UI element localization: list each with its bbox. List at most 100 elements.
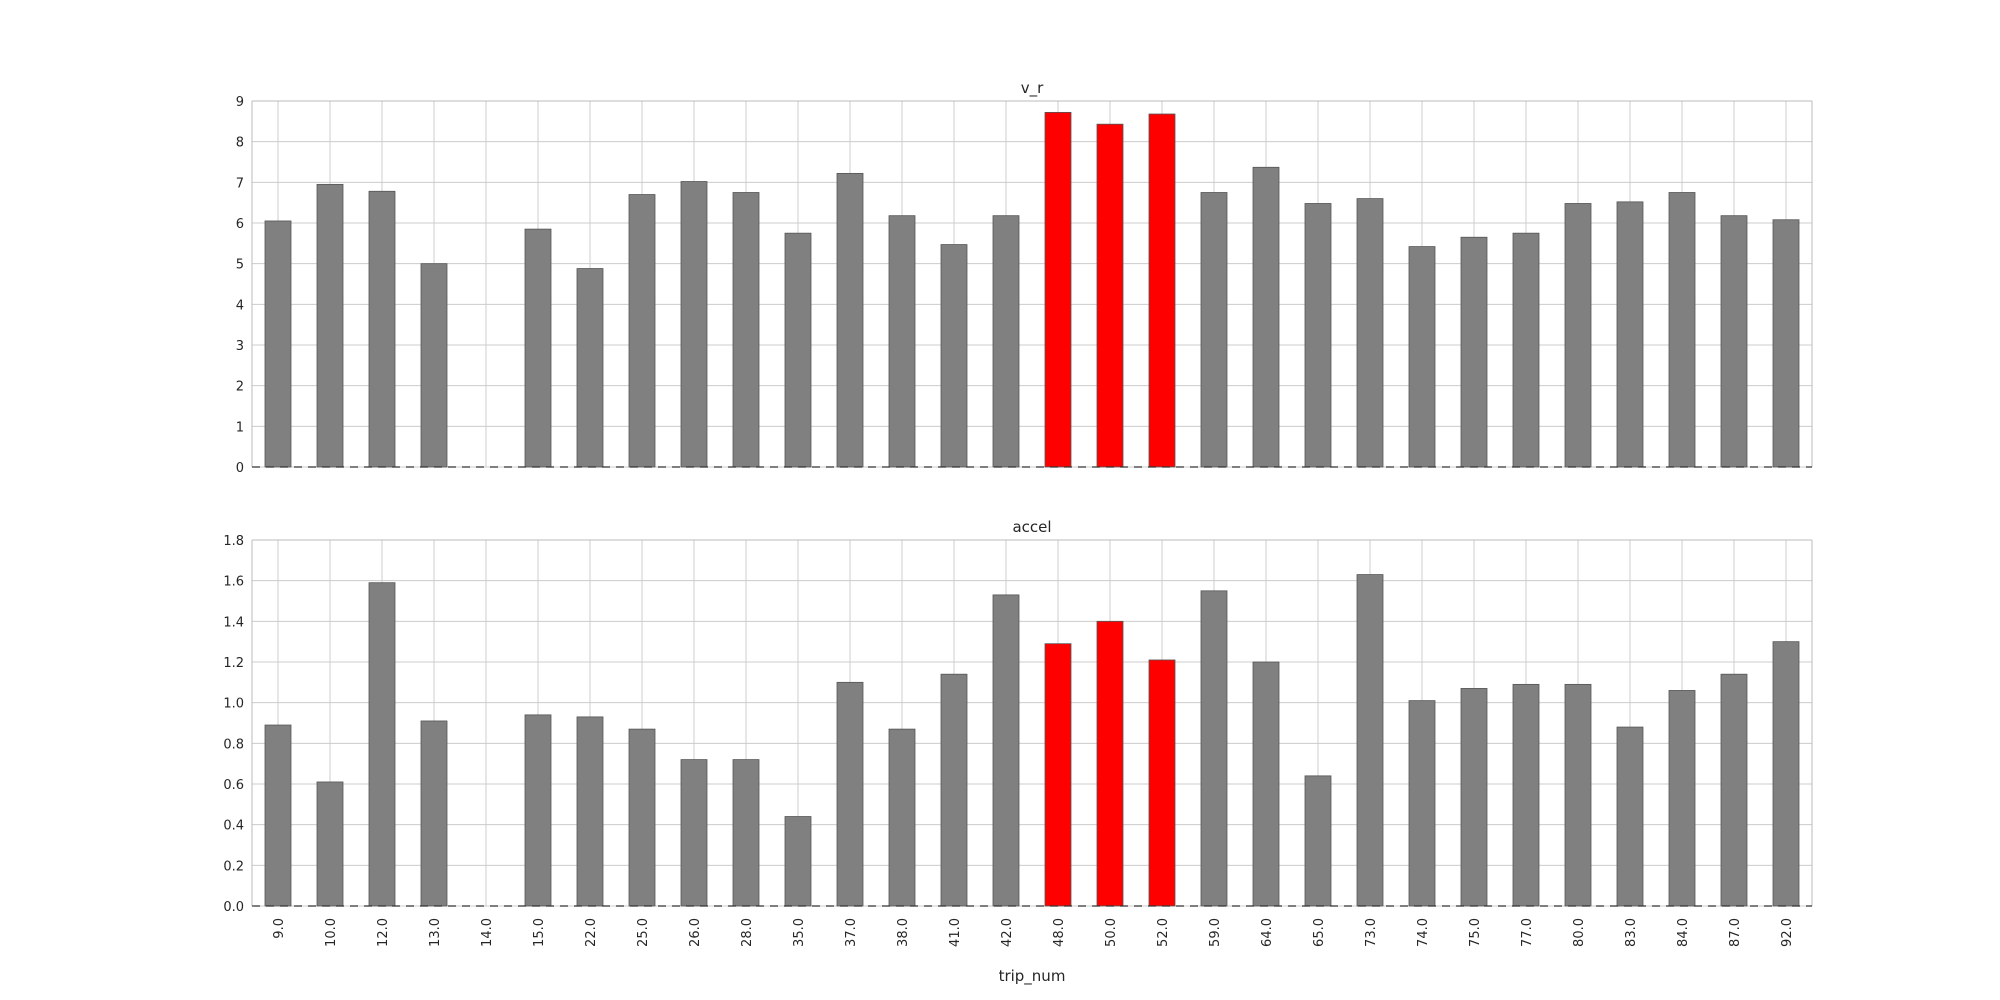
x-tick-label: 87.0: [1728, 918, 1743, 947]
bar-50.0: [1096, 123, 1124, 468]
subplot-title: v_r: [1021, 79, 1044, 98]
bar-12.0: [368, 190, 396, 468]
bar-64.0: [1252, 661, 1280, 907]
y-tick-label: 1.8: [223, 534, 244, 549]
x-tick-label: 92.0: [1780, 918, 1795, 947]
subplot-accel: 0.0 0.2 0.4 0.6 0.8 1.0 1.2 1.4 1.6 1.8 accel 9.0 10…: [223, 518, 1813, 986]
bar-38.0: [888, 215, 916, 468]
y-tick-label: 9: [236, 95, 244, 110]
x-axis-label: trip_num: [999, 967, 1066, 986]
y-tick-label: 1.0: [223, 697, 244, 712]
subplot-v_r: 0 1 2 3 4 5 6 7 8 9 v_r: [236, 79, 1813, 476]
bar-9.0: [264, 724, 292, 907]
bar-50.0: [1096, 620, 1124, 907]
bar-73.0: [1356, 198, 1384, 468]
bar-12.0: [368, 582, 396, 907]
y-tick-label: 0.6: [223, 778, 244, 793]
bar-52.0: [1148, 113, 1176, 468]
bar-42.0: [992, 215, 1020, 468]
y-tick-label: 2: [236, 380, 244, 395]
bar-65.0: [1304, 203, 1332, 468]
x-tick-label: 25.0: [636, 918, 651, 947]
bar-25.0: [628, 728, 656, 907]
bar-37.0: [836, 172, 864, 468]
y-tick-label: 7: [236, 176, 244, 191]
bar-92.0: [1772, 219, 1800, 468]
y-tick-label: 1.6: [223, 575, 244, 590]
x-tick-label: 26.0: [688, 918, 703, 947]
subplot-title: accel: [1012, 518, 1051, 536]
bar-13.0: [420, 720, 448, 907]
y-tick-label: 0.2: [223, 859, 244, 874]
bar-75.0: [1460, 688, 1488, 907]
bar-22.0: [576, 716, 604, 907]
bar-92.0: [1772, 641, 1800, 907]
y-tick-label: 0: [236, 461, 244, 476]
x-tick-label: 15.0: [532, 918, 547, 947]
bar-15.0: [524, 228, 552, 468]
y-tick-label: 6: [236, 217, 244, 232]
x-tick-label: 64.0: [1260, 918, 1275, 947]
x-tick-label: 77.0: [1520, 918, 1535, 947]
bar-48.0: [1044, 643, 1072, 907]
x-tick-label: 37.0: [844, 918, 859, 947]
x-tick-label: 12.0: [376, 918, 391, 947]
bar-84.0: [1668, 192, 1696, 468]
bar-77.0: [1512, 683, 1540, 907]
bar-74.0: [1408, 246, 1436, 468]
x-tick-label: 22.0: [584, 918, 599, 947]
x-tick-label: 80.0: [1572, 918, 1587, 947]
y-tick-label: 0.4: [223, 819, 244, 834]
y-tick-label: 0.8: [223, 737, 244, 752]
bar-59.0: [1200, 192, 1228, 468]
bar-13.0: [420, 263, 448, 468]
bar-42.0: [992, 594, 1020, 907]
x-tick-label: 9.0: [272, 918, 287, 939]
x-tick-label: 75.0: [1468, 918, 1483, 947]
y-tick-label: 1.2: [223, 656, 244, 671]
x-tick-label: 84.0: [1676, 918, 1691, 947]
bar-73.0: [1356, 574, 1384, 907]
bar-38.0: [888, 728, 916, 907]
bar-83.0: [1616, 726, 1644, 907]
y-tick-label: 1: [236, 420, 244, 435]
bar-37.0: [836, 681, 864, 907]
x-tick-label: 50.0: [1104, 918, 1119, 947]
bar-28.0: [732, 759, 760, 907]
x-tick-label: 52.0: [1156, 918, 1171, 947]
bar-84.0: [1668, 690, 1696, 907]
bar-10.0: [316, 781, 344, 907]
y-tick-label: 1.4: [223, 615, 244, 630]
x-tick-label: 28.0: [740, 918, 755, 947]
bar-65.0: [1304, 775, 1332, 907]
bar-75.0: [1460, 236, 1488, 468]
x-tick-label: 74.0: [1416, 918, 1431, 947]
x-tick-label: 48.0: [1052, 918, 1067, 947]
x-tick-label: 83.0: [1624, 918, 1639, 947]
bar-48.0: [1044, 111, 1072, 468]
bar-64.0: [1252, 166, 1280, 468]
bar-83.0: [1616, 201, 1644, 468]
bar-10.0: [316, 183, 344, 468]
bar-52.0: [1148, 659, 1176, 907]
bar-26.0: [680, 759, 708, 907]
x-tick-label: 38.0: [896, 918, 911, 947]
y-tick-label: 0.0: [223, 900, 244, 915]
y-tick-label: 8: [236, 136, 244, 151]
x-tick-label: 14.0: [480, 918, 495, 947]
y-tick-label: 5: [236, 258, 244, 273]
y-tick-label: 4: [236, 298, 244, 313]
bar-35.0: [784, 232, 812, 468]
bar-41.0: [940, 244, 968, 468]
x-tick-label: 59.0: [1208, 918, 1223, 947]
x-tick-label: 41.0: [948, 918, 963, 947]
x-tick-label: 10.0: [324, 918, 339, 947]
x-tick-label: 65.0: [1312, 918, 1327, 947]
bar-41.0: [940, 673, 968, 907]
x-tick-label: 35.0: [792, 918, 807, 947]
bar-77.0: [1512, 232, 1540, 468]
x-tick-label: 73.0: [1364, 918, 1379, 947]
bar-80.0: [1564, 683, 1592, 907]
bar-87.0: [1720, 673, 1748, 907]
